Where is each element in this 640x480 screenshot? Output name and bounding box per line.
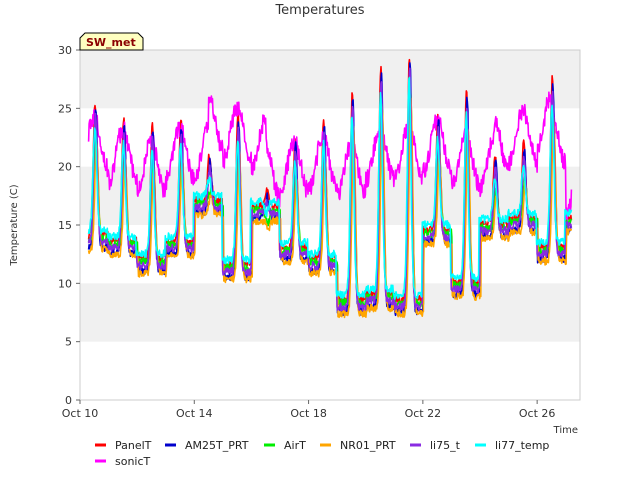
legend-label: NR01_PRT: [340, 439, 396, 452]
y-tick-label: 20: [58, 161, 72, 174]
legend-label: PanelT: [115, 439, 152, 452]
y-axis-label: Temperature (C): [9, 184, 20, 266]
series-line-nr01-prt: [87, 96, 573, 319]
y-tick-label: 30: [58, 44, 72, 57]
series-lines: [87, 58, 573, 319]
x-tick-label: Oct 22: [405, 407, 442, 420]
x-tick-label: Oct 10: [62, 407, 99, 420]
legend-item-nr01-prt: NR01_PRT: [320, 439, 396, 452]
y-axis-ticks: 0 5 10 15 20 25 30: [58, 44, 80, 407]
x-tick-label: Oct 18: [290, 407, 327, 420]
series-line-sonict: [87, 91, 573, 223]
legend-label: AM25T_PRT: [185, 439, 249, 452]
legend-label: AirT: [284, 439, 306, 452]
y-tick-label: 25: [58, 102, 72, 115]
series-line-li75-t: [87, 67, 573, 312]
x-axis-label: Time: [553, 425, 578, 436]
x-tick-label: Oct 26: [519, 407, 556, 420]
badge-label: SW_met: [86, 36, 136, 49]
y-tick-label: 5: [65, 336, 72, 349]
series-line-li77-temp: [87, 76, 573, 300]
legend: PanelT sonicT AM25T_PRT AirT NR01_PRT li75_t l…: [95, 439, 549, 468]
legend-item-airt: AirT: [264, 439, 306, 452]
y-tick-label: 10: [58, 277, 72, 290]
x-tick-label: Oct 14: [176, 407, 213, 420]
sw-met-badge: SW_met: [79, 32, 144, 51]
legend-item-panelt: PanelT: [95, 439, 152, 452]
legend-label: li75_t: [430, 439, 461, 452]
legend-label: li77_temp: [495, 439, 549, 452]
legend-item-li77-temp: li77_temp: [475, 439, 549, 452]
x-axis-ticks: Oct 10 Oct 14 Oct 18 Oct 22 Oct 26: [62, 400, 556, 420]
legend-item-li75-t: li75_t: [410, 439, 461, 452]
y-tick-label: 0: [65, 394, 72, 407]
y-tick-label: 15: [58, 219, 72, 232]
grid-band: [80, 50, 580, 109]
legend-item-sonict: sonicT: [95, 455, 151, 468]
grid-band: [80, 283, 580, 342]
chart-title: Temperatures: [274, 3, 364, 18]
legend-item-am25t-prt: AM25T_PRT: [165, 439, 249, 452]
legend-label: sonicT: [115, 455, 151, 468]
